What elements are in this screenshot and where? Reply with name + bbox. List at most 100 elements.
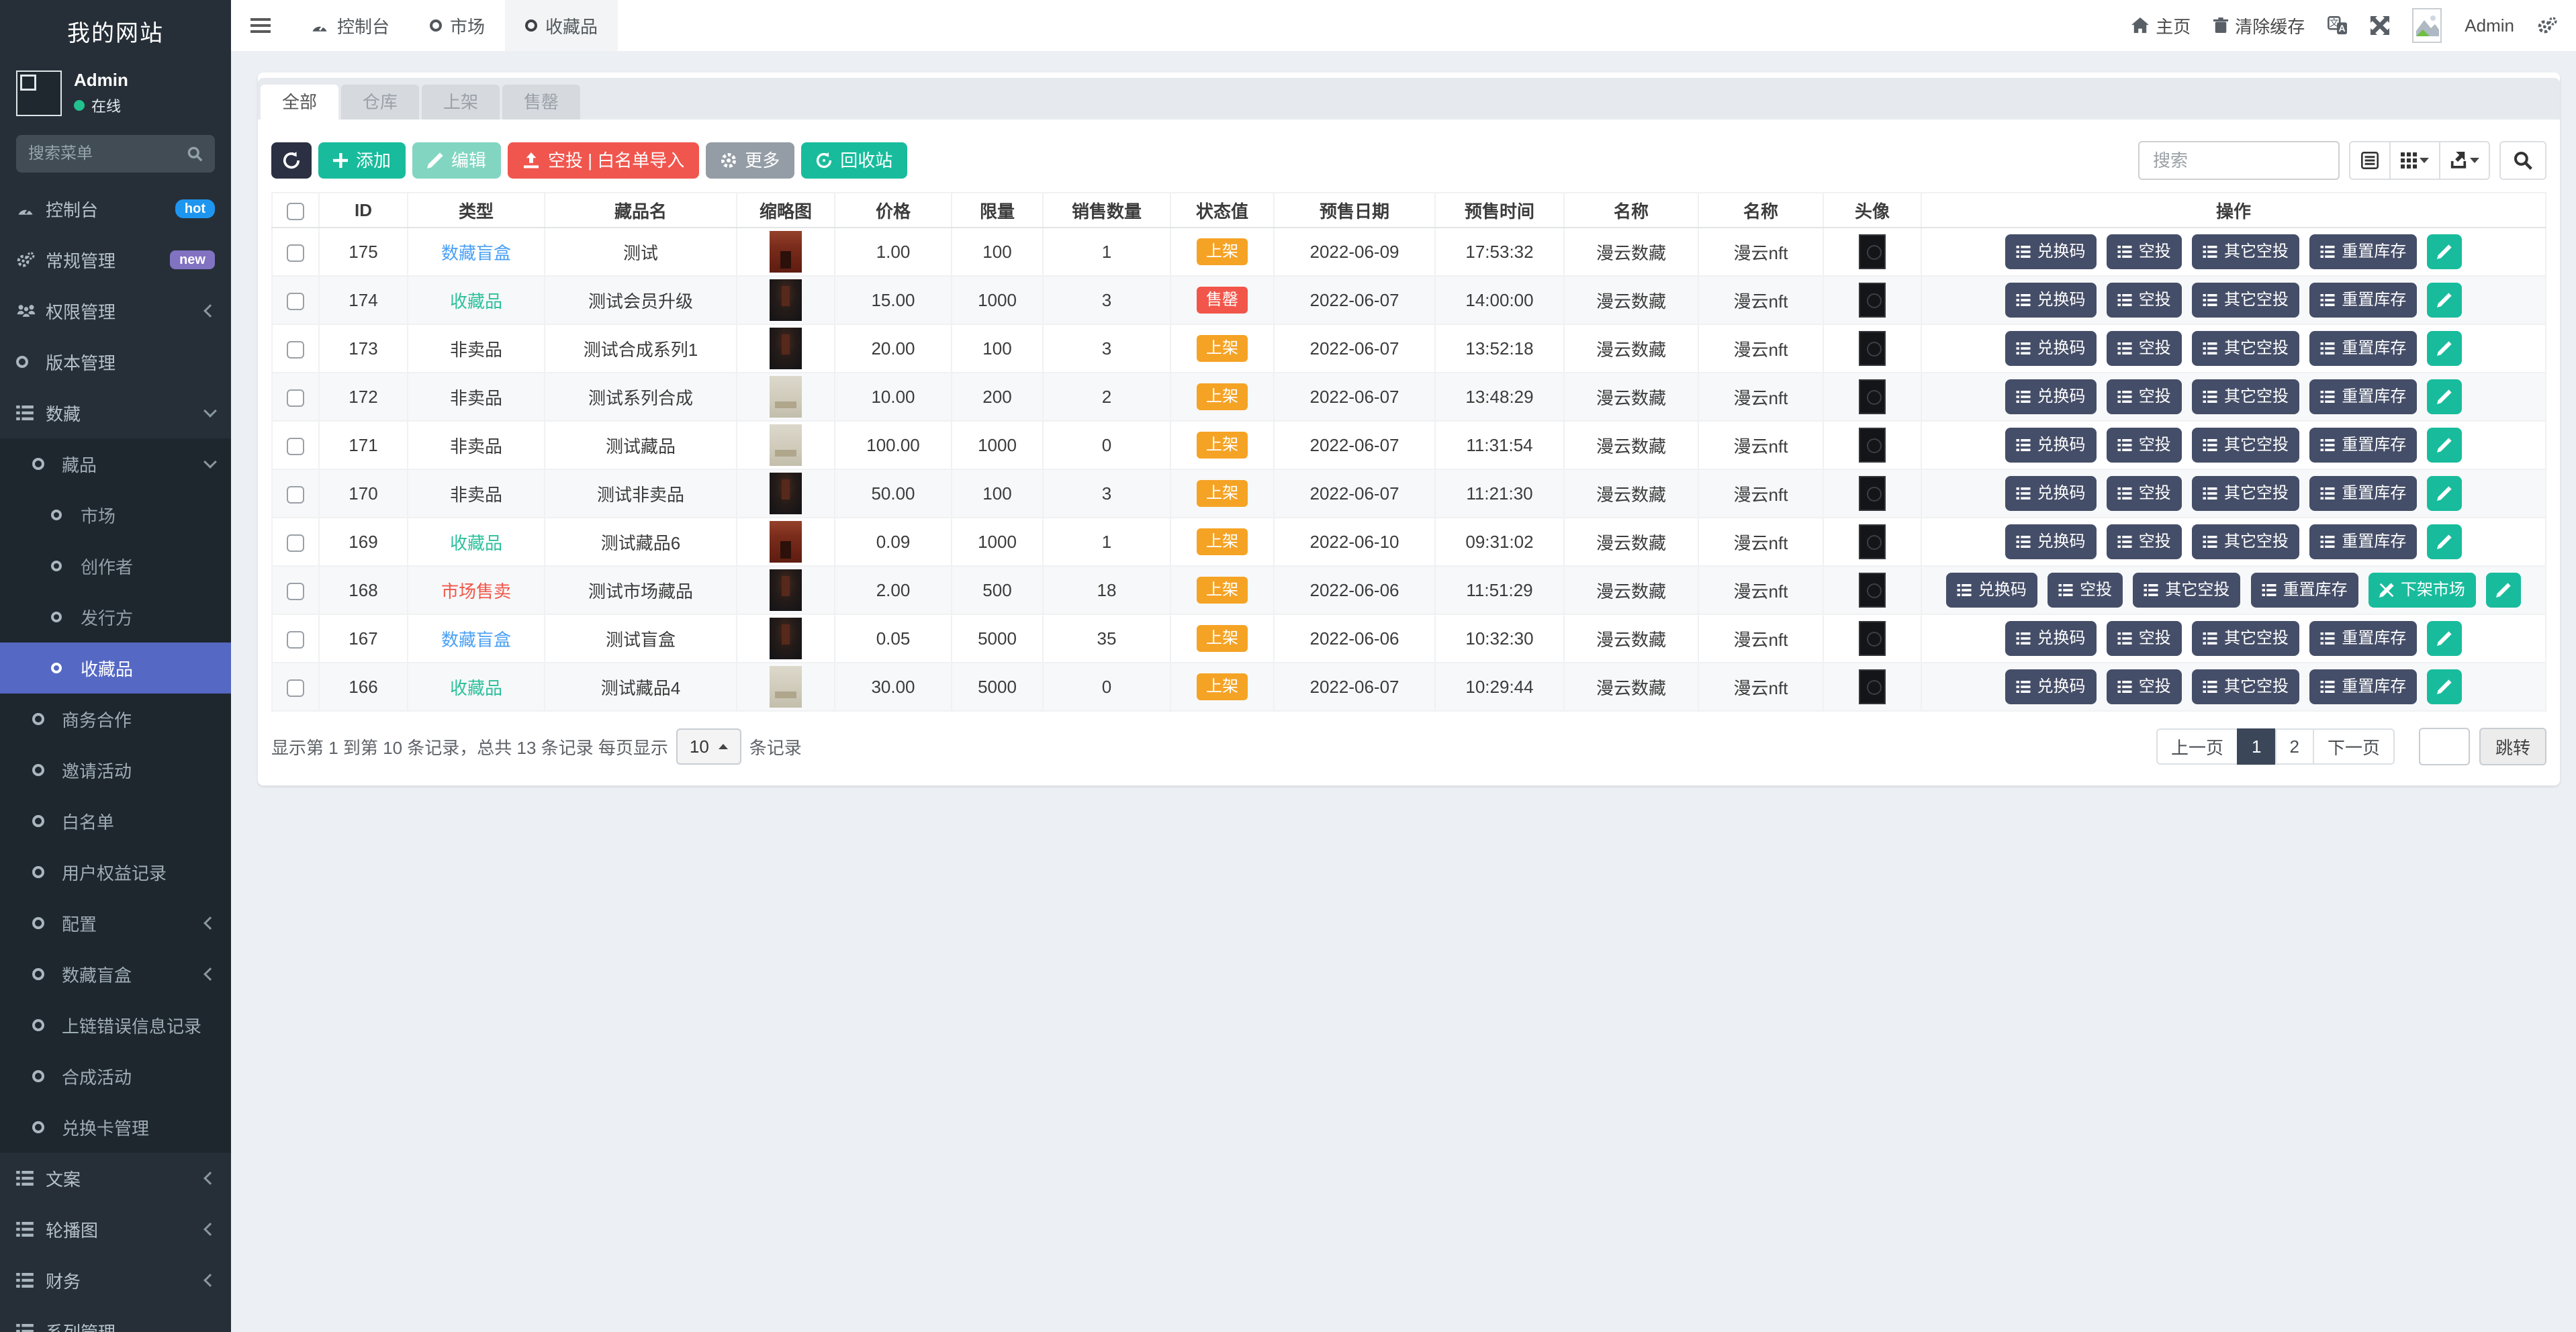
user-menu[interactable]: Admin bbox=[2465, 15, 2514, 36]
redeem-code-button[interactable]: 兑换码 bbox=[2005, 379, 2097, 414]
page-2-button[interactable]: 2 bbox=[2274, 728, 2314, 765]
row-checkbox[interactable] bbox=[287, 340, 304, 359]
airdrop-button[interactable]: 空投 bbox=[2106, 379, 2182, 414]
other-airdrop-button[interactable]: 其它空投 bbox=[2192, 234, 2299, 269]
sidebar-item-creator[interactable]: 创作者 bbox=[0, 540, 231, 591]
redeem-code-button[interactable]: 兑换码 bbox=[2005, 476, 2097, 511]
sidebar-item-version[interactable]: 版本管理 bbox=[0, 336, 231, 387]
tab-warehouse[interactable]: 仓库 bbox=[341, 85, 420, 120]
sidebar-item-invite[interactable]: 邀请活动 bbox=[0, 745, 231, 796]
sidebar-toggle-button[interactable] bbox=[231, 18, 290, 33]
sidebar-item-shucang[interactable]: 数藏 bbox=[0, 387, 231, 438]
airdrop-button[interactable]: 空投 bbox=[2106, 331, 2182, 366]
sidebar-item-user-rights[interactable]: 用户权益记录 bbox=[0, 847, 231, 898]
reset-stock-button[interactable]: 重置库存 bbox=[2309, 283, 2418, 318]
navtab-collections[interactable]: 收藏品 bbox=[505, 0, 618, 51]
user-avatar[interactable] bbox=[2412, 8, 2442, 43]
reset-stock-button[interactable]: 重置库存 bbox=[2309, 379, 2418, 414]
edit-row-button[interactable] bbox=[2427, 379, 2463, 414]
jump-page-input[interactable] bbox=[2418, 728, 2470, 765]
recycle-bin-button[interactable]: 回收站 bbox=[801, 142, 908, 179]
sidebar-item-collections[interactable]: 收藏品 bbox=[0, 643, 231, 694]
sidebar-item-whitelist[interactable]: 白名单 bbox=[0, 796, 231, 847]
airdrop-button[interactable]: 空投 bbox=[2106, 476, 2182, 511]
sidebar-item-business[interactable]: 商务合作 bbox=[0, 694, 231, 745]
redeem-code-button[interactable]: 兑换码 bbox=[2005, 621, 2097, 656]
fullscreen-button[interactable] bbox=[2371, 16, 2390, 35]
next-page-button[interactable]: 下一页 bbox=[2312, 728, 2395, 765]
edit-row-button[interactable] bbox=[2427, 331, 2463, 366]
row-checkbox[interactable] bbox=[287, 244, 304, 262]
select-all-checkbox[interactable] bbox=[287, 202, 304, 220]
sidebar-item-cangpin[interactable]: 藏品 bbox=[0, 438, 231, 489]
edit-row-button[interactable] bbox=[2427, 234, 2463, 269]
row-checkbox[interactable] bbox=[287, 292, 304, 310]
sidebar-item-carousel[interactable]: 轮播图 bbox=[0, 1204, 231, 1255]
other-airdrop-button[interactable]: 其它空投 bbox=[2192, 428, 2299, 463]
search-icon[interactable] bbox=[187, 146, 203, 162]
sidebar-search-input[interactable] bbox=[28, 144, 187, 163]
search-button[interactable] bbox=[2499, 141, 2546, 180]
sidebar-item-market[interactable]: 市场 bbox=[0, 489, 231, 540]
row-checkbox[interactable] bbox=[287, 389, 304, 407]
navtab-console[interactable]: 控制台 bbox=[290, 0, 410, 51]
navtab-market[interactable]: 市场 bbox=[410, 0, 505, 51]
prev-page-button[interactable]: 上一页 bbox=[2156, 728, 2239, 765]
page-1-button[interactable]: 1 bbox=[2237, 728, 2276, 765]
airdrop-button[interactable]: 空投 bbox=[2106, 524, 2182, 559]
reset-stock-button[interactable]: 重置库存 bbox=[2309, 524, 2418, 559]
redeem-code-button[interactable]: 兑换码 bbox=[2005, 234, 2097, 269]
airdrop-button[interactable]: 空投 bbox=[2106, 283, 2182, 318]
edit-row-button[interactable] bbox=[2427, 476, 2463, 511]
redeem-code-button[interactable]: 兑换码 bbox=[1945, 573, 2037, 608]
add-button[interactable]: 添加 bbox=[318, 142, 406, 179]
airdrop-import-button[interactable]: 空投 | 白名单导入 bbox=[508, 142, 700, 179]
sidebar-item-series[interactable]: 系列管理 bbox=[0, 1306, 231, 1332]
type-link[interactable]: 收藏品 bbox=[449, 677, 502, 698]
type-link[interactable]: 数藏盲盒 bbox=[441, 629, 511, 650]
row-checkbox[interactable] bbox=[287, 679, 304, 697]
reset-stock-button[interactable]: 重置库存 bbox=[2309, 234, 2418, 269]
other-airdrop-button[interactable]: 其它空投 bbox=[2192, 283, 2299, 318]
row-checkbox[interactable] bbox=[287, 630, 304, 649]
type-link[interactable]: 非卖品 bbox=[449, 339, 502, 360]
more-button[interactable]: 更多 bbox=[706, 142, 795, 179]
other-airdrop-button[interactable]: 其它空投 bbox=[2192, 621, 2299, 656]
sidebar-item-permissions[interactable]: 权限管理 bbox=[0, 285, 231, 336]
airdrop-button[interactable]: 空投 bbox=[2106, 428, 2182, 463]
airdrop-button[interactable]: 空投 bbox=[2048, 573, 2123, 608]
sidebar-item-blindbox[interactable]: 数藏盲盒 bbox=[0, 949, 231, 1000]
type-link[interactable]: 非卖品 bbox=[449, 436, 502, 457]
sidebar-item-issuer[interactable]: 发行方 bbox=[0, 591, 231, 643]
other-airdrop-button[interactable]: 其它空投 bbox=[2133, 573, 2241, 608]
sidebar-item-console[interactable]: 控制台 hot bbox=[0, 183, 231, 234]
refresh-button[interactable] bbox=[271, 142, 312, 179]
redeem-code-button[interactable]: 兑换码 bbox=[2005, 283, 2097, 318]
reset-stock-button[interactable]: 重置库存 bbox=[2309, 621, 2418, 656]
redeem-code-button[interactable]: 兑换码 bbox=[2005, 524, 2097, 559]
sidebar-item-chain-errors[interactable]: 上链错误信息记录 bbox=[0, 1000, 231, 1051]
redeem-code-button[interactable]: 兑换码 bbox=[2005, 428, 2097, 463]
home-button[interactable]: 主页 bbox=[2131, 13, 2191, 38]
reset-stock-button[interactable]: 重置库存 bbox=[2309, 428, 2418, 463]
tab-soldout[interactable]: 售罄 bbox=[502, 85, 581, 120]
type-link[interactable]: 市场售卖 bbox=[441, 581, 511, 602]
edit-row-button[interactable] bbox=[2427, 428, 2463, 463]
other-airdrop-button[interactable]: 其它空投 bbox=[2192, 669, 2299, 704]
other-airdrop-button[interactable]: 其它空投 bbox=[2192, 379, 2299, 414]
list-view-button[interactable] bbox=[2349, 141, 2391, 180]
sidebar-item-redeem-cards[interactable]: 兑换卡管理 bbox=[0, 1102, 231, 1153]
row-checkbox[interactable] bbox=[287, 582, 304, 600]
type-link[interactable]: 非卖品 bbox=[449, 387, 502, 408]
edit-row-button[interactable] bbox=[2427, 621, 2463, 656]
page-size-select[interactable]: 10 bbox=[676, 728, 741, 765]
delist-market-button[interactable]: 下架市场 bbox=[2368, 573, 2476, 608]
reset-stock-button[interactable]: 重置库存 bbox=[2309, 331, 2418, 366]
sidebar-item-finance[interactable]: 财务 bbox=[0, 1255, 231, 1306]
other-airdrop-button[interactable]: 其它空投 bbox=[2192, 331, 2299, 366]
airdrop-button[interactable]: 空投 bbox=[2106, 669, 2182, 704]
clear-cache-button[interactable]: 清除缓存 bbox=[2213, 13, 2305, 38]
edit-row-button[interactable] bbox=[2486, 573, 2522, 608]
reset-stock-button[interactable]: 重置库存 bbox=[2250, 573, 2358, 608]
